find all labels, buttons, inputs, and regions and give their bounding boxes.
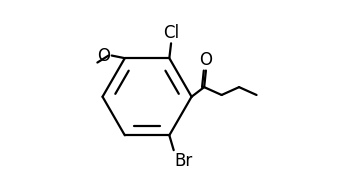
Text: O: O <box>199 51 212 69</box>
Text: O: O <box>97 46 110 65</box>
Text: Cl: Cl <box>163 24 179 42</box>
Text: Br: Br <box>175 152 193 169</box>
